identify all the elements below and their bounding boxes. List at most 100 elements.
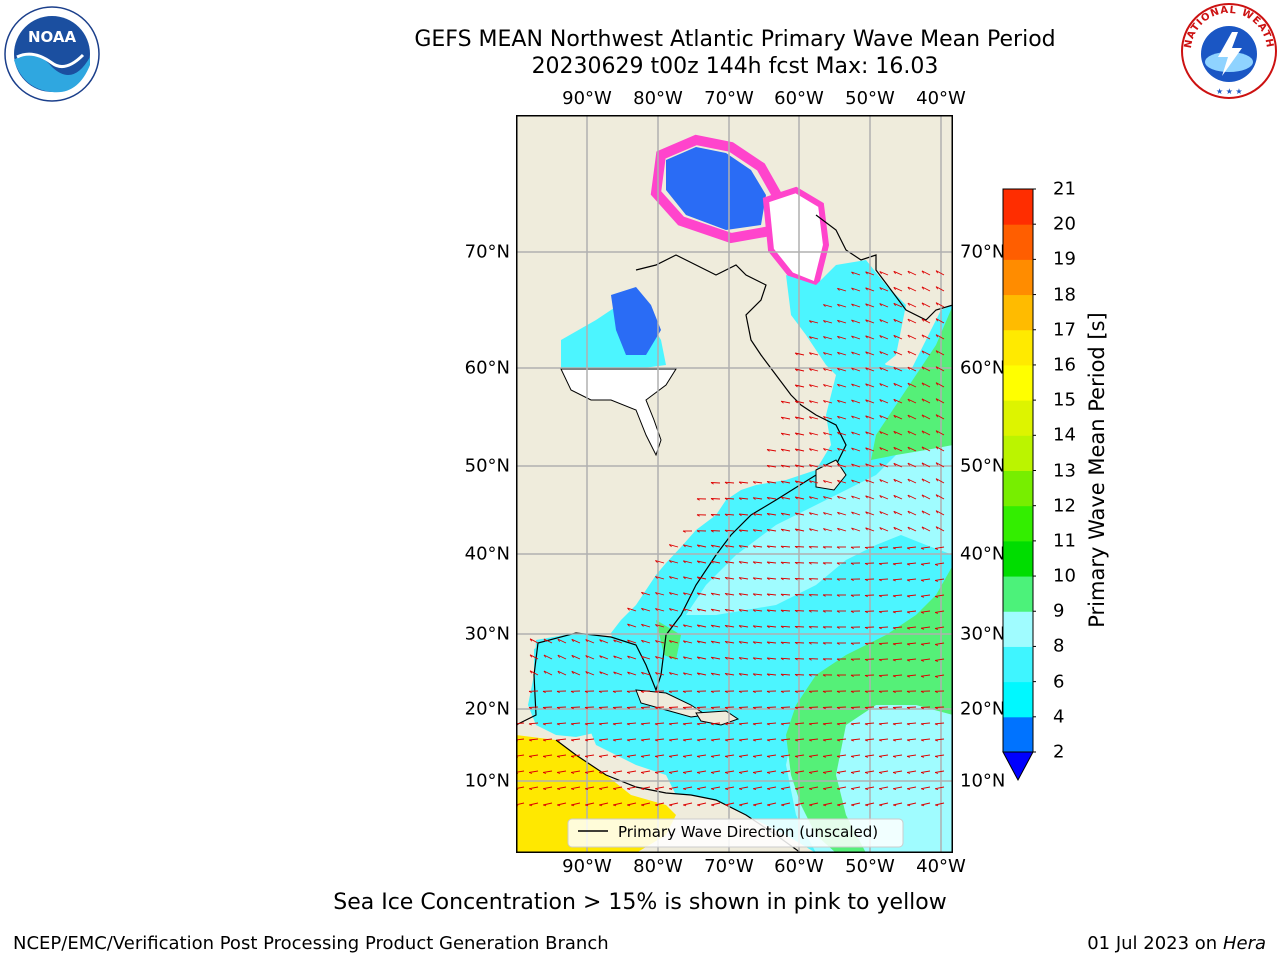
lat-label-right-70n: 70°N [960, 241, 1006, 263]
wave-arrow-head [822, 707, 826, 710]
wave-arrow [907, 398, 917, 404]
wave-arrow [893, 350, 903, 356]
wave-arrow-head [879, 399, 882, 403]
wave-arrow-head [738, 723, 742, 726]
wave-arrow [823, 368, 833, 372]
wave-arrow-head [879, 287, 882, 291]
wave-arrow-head [893, 303, 896, 306]
wave-arrow-head [794, 723, 798, 726]
wave-arrow [668, 706, 679, 708]
wave-arrow-head [892, 611, 896, 614]
wave-arrow-head [850, 578, 854, 581]
wave-arrow-head [528, 690, 532, 694]
wave-arrow [739, 561, 749, 564]
wave-arrow-head [808, 739, 812, 742]
wave-arrow [879, 447, 889, 452]
wave-arrow-head [752, 593, 756, 596]
colorbar-tick-label: 12 [1053, 495, 1076, 517]
wave-arrow [585, 639, 595, 644]
lat-label-left-20n: 20°N [464, 698, 510, 720]
wave-arrow [724, 722, 735, 725]
wave-arrow-head [906, 707, 910, 710]
wave-arrow-head [850, 642, 854, 645]
wave-arrow-head [640, 772, 645, 774]
ocean-long-period-gulfstream [656, 620, 681, 660]
wave-arrow [837, 463, 847, 468]
wave-arrow [906, 722, 917, 725]
wave-arrow-head [794, 448, 798, 452]
wave-arrow-head [934, 595, 939, 598]
wave-arrow [641, 754, 651, 757]
wave-arrow-head [696, 656, 700, 660]
wave-arrow-head [934, 755, 939, 758]
wave-arrow-head [780, 625, 784, 629]
wave-arrow-head [612, 739, 616, 742]
wave-arrow-head [794, 352, 798, 356]
wave-arrow [627, 786, 637, 790]
wave-arrow-head [613, 788, 617, 791]
wave-arrow [795, 528, 805, 532]
wave-arrow-head [836, 642, 840, 645]
wave-arrow [767, 657, 777, 660]
wave-arrow [921, 770, 931, 773]
wave-arrow-head [823, 804, 827, 807]
wave-arrow [865, 319, 875, 324]
wave-arrow [739, 593, 749, 596]
wave-arrow [851, 415, 861, 420]
wave-arrow [893, 302, 903, 308]
wave-arrow [655, 624, 665, 628]
wave-arrow [710, 514, 721, 516]
wave-arrow-head [837, 431, 840, 435]
wave-arrow-head [878, 675, 882, 678]
wave-arrow-head [907, 286, 910, 290]
wave-arrow [879, 786, 889, 790]
wave-arrow-head [907, 302, 910, 306]
wave-arrow [921, 382, 931, 388]
wave-arrow [837, 495, 847, 500]
wave-arrow-head [584, 755, 589, 758]
wave-arrow [864, 706, 875, 708]
wave-arrow [725, 786, 735, 790]
wave-arrow [865, 351, 875, 356]
wave-arrow-head [668, 640, 672, 644]
wave-arrow [851, 511, 861, 516]
wave-arrow [921, 610, 931, 613]
wave-arrow-head [892, 675, 896, 678]
wave-arrow [921, 334, 931, 340]
wave-arrow-head [879, 447, 882, 451]
lat-label-right-60n: 60°N [960, 357, 1006, 379]
wave-arrow-head [836, 594, 840, 597]
wave-arrow-head [696, 498, 700, 501]
wave-arrow-head [766, 609, 770, 613]
wave-arrow [571, 754, 581, 757]
wave-arrow [767, 545, 777, 548]
footer-date-text: 01 Jul 2023 on [1087, 933, 1223, 954]
wave-arrow-head [822, 658, 826, 661]
wave-arrow [809, 496, 819, 500]
wave-arrow-head [724, 755, 729, 758]
wave-arrow-head [556, 739, 560, 742]
wave-arrow [851, 802, 861, 806]
wave-arrow-head [934, 707, 938, 710]
wave-arrow-head [766, 772, 771, 774]
wave-arrow-head [851, 399, 854, 403]
wave-arrow-head [822, 723, 826, 726]
wave-arrow-head [809, 804, 813, 807]
wave-arrow [907, 802, 917, 806]
wave-arrow [851, 495, 861, 500]
wave-arrow-head [893, 447, 896, 450]
wave-arrow-head [655, 656, 658, 659]
wave-arrow-head [598, 723, 602, 726]
wave-arrow [683, 786, 693, 790]
wave-arrow-head [934, 579, 939, 582]
wave-arrow-head [738, 673, 742, 676]
wave-arrow [640, 722, 651, 725]
wave-arrow [893, 286, 903, 292]
wave-arrow-head [907, 510, 910, 514]
wave-arrow-head [710, 690, 714, 694]
wave-arrow [641, 655, 651, 660]
wave-arrow-head [696, 640, 700, 644]
wave-arrow [851, 738, 861, 741]
wave-arrow-head [851, 527, 854, 531]
wave-arrow-head [850, 739, 854, 742]
